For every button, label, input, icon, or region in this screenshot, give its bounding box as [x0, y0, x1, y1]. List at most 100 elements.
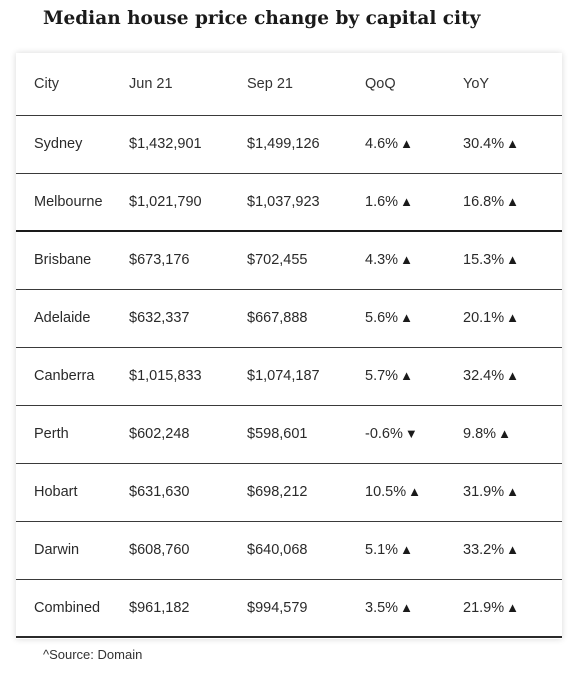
cell-city: Perth	[34, 426, 69, 442]
cell-qoq-value: 4.3%	[365, 252, 399, 269]
header-sep21: Sep 21	[247, 75, 293, 92]
up-triangle-icon: ▲	[408, 484, 421, 499]
cell-city: Brisbane	[34, 252, 92, 269]
table-row: Melbourne $1,021,790 $1,037,923 1.6% ▲ 16.8% ▲	[16, 173, 562, 231]
cell-qoq-value: 3.5%	[365, 599, 399, 616]
price-table-card: City Jun 21 Sep 21 QoQ YoY Sydney $1,432,…	[16, 53, 562, 639]
cell-sep21: $640,068	[247, 542, 308, 558]
cell-qoq-value: -0.6%	[365, 426, 403, 442]
up-triangle-icon: ▲	[506, 484, 519, 499]
cell-qoq: 4.3% ▲	[365, 231, 463, 289]
cell-yoy: 15.3% ▲	[463, 231, 562, 289]
up-triangle-icon: ▲	[400, 310, 413, 325]
cell-city: Sydney	[34, 136, 83, 152]
cell-yoy-value: 20.1%	[463, 310, 505, 326]
source-note: ^Source: Domain	[43, 647, 143, 662]
cell-yoy: 21.9% ▲	[463, 579, 562, 637]
cell-city: Darwin	[34, 542, 80, 558]
cell-qoq: 5.1% ▲	[365, 521, 463, 579]
up-triangle-icon: ▲	[498, 426, 511, 441]
cell-jun21: $631,630	[129, 484, 190, 500]
cell-qoq: 3.5% ▲	[365, 579, 463, 637]
header-yoy: YoY	[463, 75, 490, 92]
table-row: Hobart $631,630 $698,212 10.5% ▲ 31.9% ▲	[16, 463, 562, 521]
cell-yoy-value: 31.9%	[463, 484, 505, 500]
up-triangle-icon: ▲	[400, 193, 413, 209]
cell-qoq: 1.6% ▲	[365, 173, 463, 231]
cell-yoy-value: 9.8%	[463, 426, 497, 442]
cell-city: Melbourne	[34, 193, 103, 210]
cell-jun21: $608,760	[129, 542, 190, 558]
cell-jun21: $673,176	[129, 252, 190, 269]
cell-yoy: 20.1% ▲	[463, 289, 562, 347]
header-jun21: Jun 21	[129, 75, 173, 92]
table-body: Sydney $1,432,901 $1,499,126 4.6% ▲ 30.4% ▲ Mel…	[16, 115, 562, 637]
table-row: Combined $961,182 $994,579 3.5% ▲ 21.9% ▲	[16, 579, 562, 637]
cell-jun21: $632,337	[129, 310, 190, 326]
table-row: Darwin $608,760 $640,068 5.1% ▲ 33.2% ▲	[16, 521, 562, 579]
up-triangle-icon: ▲	[506, 310, 519, 325]
cell-qoq-value: 10.5%	[365, 484, 407, 500]
cell-yoy: 9.8% ▲	[463, 405, 562, 463]
up-triangle-icon: ▲	[400, 136, 413, 151]
cell-jun21: $1,015,833	[129, 368, 202, 384]
cell-jun21: $961,182	[129, 599, 190, 616]
table-row: Canberra $1,015,833 $1,074,187 5.7% ▲ 32.4% ▲	[16, 347, 562, 405]
up-triangle-icon: ▲	[400, 252, 413, 268]
cell-sep21: $994,579	[247, 599, 308, 616]
cell-yoy-value: 33.2%	[463, 542, 505, 558]
up-triangle-icon: ▲	[506, 542, 519, 557]
cell-yoy-value: 15.3%	[463, 252, 505, 269]
table-row: Sydney $1,432,901 $1,499,126 4.6% ▲ 30.4% ▲	[16, 115, 562, 173]
up-triangle-icon: ▲	[506, 252, 519, 268]
cell-sep21: $1,499,126	[247, 136, 320, 152]
table-row: Brisbane $673,176 $702,455 4.3% ▲ 15.3% ▲	[16, 231, 562, 289]
up-triangle-icon: ▲	[400, 599, 413, 615]
cell-yoy-value: 30.4%	[463, 136, 505, 152]
up-triangle-icon: ▲	[506, 368, 519, 383]
cell-sep21: $1,074,187	[247, 368, 320, 384]
cell-city: Canberra	[34, 368, 95, 384]
up-triangle-icon: ▲	[400, 368, 413, 383]
cell-city: Hobart	[34, 484, 78, 500]
cell-qoq-value: 1.6%	[365, 193, 399, 210]
cell-qoq-value: 5.7%	[365, 368, 399, 384]
table-header-row: City Jun 21 Sep 21 QoQ YoY	[16, 53, 562, 115]
cell-sep21: $702,455	[247, 252, 308, 269]
cell-sep21: $598,601	[247, 426, 308, 442]
cell-jun21: $1,021,790	[129, 193, 202, 210]
cell-sep21: $698,212	[247, 484, 308, 500]
cell-yoy-value: 32.4%	[463, 368, 505, 384]
cell-qoq: 5.7% ▲	[365, 347, 463, 405]
cell-qoq: 4.6% ▲	[365, 115, 463, 173]
header-qoq: QoQ	[365, 75, 396, 92]
cell-jun21: $1,432,901	[129, 136, 202, 152]
cell-qoq: 5.6% ▲	[365, 289, 463, 347]
cell-yoy: 32.4% ▲	[463, 347, 562, 405]
cell-qoq: -0.6% ▼	[365, 405, 463, 463]
cell-qoq-value: 5.6%	[365, 310, 399, 326]
cell-sep21: $1,037,923	[247, 193, 320, 210]
cell-sep21: $667,888	[247, 310, 308, 326]
cell-yoy-value: 21.9%	[463, 599, 505, 616]
cell-jun21: $602,248	[129, 426, 190, 442]
cell-qoq-value: 5.1%	[365, 542, 399, 558]
down-triangle-icon: ▼	[404, 426, 418, 441]
cell-yoy: 33.2% ▲	[463, 521, 562, 579]
table-row: Adelaide $632,337 $667,888 5.6% ▲ 20.1% ▲	[16, 289, 562, 347]
up-triangle-icon: ▲	[506, 136, 519, 151]
cell-city: Adelaide	[34, 310, 91, 326]
price-change-table: City Jun 21 Sep 21 QoQ YoY Sydney $1,432,…	[16, 53, 562, 638]
up-triangle-icon: ▲	[506, 193, 519, 209]
up-triangle-icon: ▲	[400, 542, 413, 557]
cell-yoy-value: 16.8%	[463, 193, 505, 210]
cell-city: Combined	[34, 599, 101, 616]
cell-qoq: 10.5% ▲	[365, 463, 463, 521]
cell-yoy: 31.9% ▲	[463, 463, 562, 521]
table-row: Perth $602,248 $598,601 -0.6% ▼ 9.8% ▲	[16, 405, 562, 463]
cell-yoy: 16.8% ▲	[463, 173, 562, 231]
cell-yoy: 30.4% ▲	[463, 115, 562, 173]
header-city: City	[34, 75, 59, 92]
chart-title: Median house price change by capital cit…	[43, 8, 481, 29]
up-triangle-icon: ▲	[506, 599, 519, 615]
